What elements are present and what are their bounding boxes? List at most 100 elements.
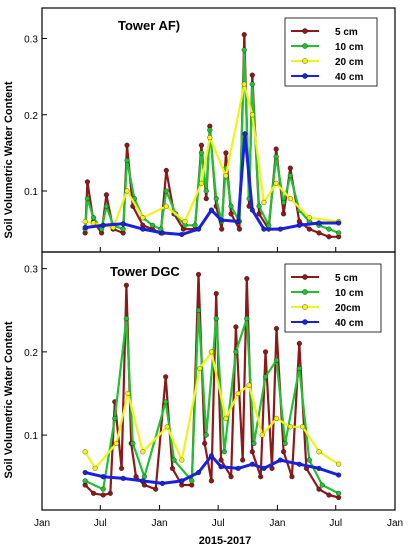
legend-label-10cm: 10 cm <box>335 42 363 53</box>
data-point-10cm <box>198 150 204 156</box>
data-point-20cm <box>179 457 185 463</box>
data-point-40cm <box>195 226 202 232</box>
data-point-10cm <box>319 482 325 488</box>
data-point-10cm <box>273 154 279 160</box>
legend-marker-20cm <box>302 304 308 310</box>
data-point-5cm <box>208 478 214 484</box>
y-tick-label: 0.3 <box>24 35 38 46</box>
data-point-5cm <box>306 226 312 232</box>
legend-box <box>284 17 378 87</box>
legend-label-5cm: 5 cm <box>335 273 358 284</box>
data-point-5cm <box>223 150 229 156</box>
data-point-10cm <box>244 316 250 322</box>
data-point-40cm <box>242 131 248 137</box>
data-point-10cm <box>221 449 227 455</box>
data-point-5cm <box>289 474 295 480</box>
data-point-5cm <box>296 340 302 347</box>
data-point-5cm <box>123 282 129 288</box>
data-point-20cm <box>273 415 280 422</box>
data-point-40cm <box>316 220 322 226</box>
data-point-5cm <box>107 490 113 496</box>
data-point-10cm <box>192 222 198 228</box>
data-point-5cm <box>119 465 125 471</box>
data-point-10cm <box>103 203 109 209</box>
data-point-10cm <box>195 307 202 313</box>
data-point-40cm <box>140 478 146 484</box>
data-point-5cm <box>218 457 224 463</box>
data-point-5cm <box>228 211 234 217</box>
data-point-20cm <box>163 203 169 209</box>
data-point-5cm <box>202 440 208 446</box>
data-point-20cm <box>124 188 130 194</box>
x-tick-label: Jan <box>151 518 167 529</box>
data-point-10cm <box>296 365 302 372</box>
data-point-10cm <box>273 357 280 363</box>
data-point-10cm <box>163 399 169 405</box>
legend-label-5cm: 5 cm <box>335 27 358 38</box>
y-tick-label: 0.1 <box>24 431 38 442</box>
data-point-20cm <box>164 424 170 430</box>
data-point-5cm <box>169 465 175 471</box>
data-point-10cm <box>149 222 156 228</box>
data-point-40cm <box>277 226 283 232</box>
data-point-5cm <box>281 449 287 455</box>
data-point-10cm <box>262 374 269 380</box>
data-point-40cm <box>100 474 106 480</box>
data-point-20cm <box>207 135 213 141</box>
data-point-5cm <box>124 142 130 148</box>
y-tick-label: 0.1 <box>24 187 38 198</box>
data-point-5cm <box>249 72 255 78</box>
data-point-5cm <box>316 486 322 492</box>
data-point-40cm <box>316 465 322 471</box>
data-point-5cm <box>203 196 209 202</box>
data-point-40cm <box>140 226 146 232</box>
data-point-5cm <box>103 192 109 198</box>
data-point-5cm <box>219 226 225 232</box>
data-point-5cm <box>287 165 293 171</box>
data-point-20cm <box>92 465 98 471</box>
data-point-40cm <box>208 207 214 213</box>
data-point-5cm <box>84 179 90 185</box>
data-point-5cm <box>281 211 287 217</box>
data-point-20cm <box>125 390 131 397</box>
data-point-5cm <box>198 142 204 148</box>
data-point-40cm <box>120 475 126 481</box>
data-point-5cm <box>258 474 264 480</box>
data-point-20cm <box>140 449 146 455</box>
legend: 5 cm 10 cm 20 cm 40 cm <box>284 17 378 87</box>
data-point-10cm <box>203 188 209 194</box>
data-point-10cm <box>123 316 129 322</box>
data-point-10cm <box>282 440 288 446</box>
legend-marker-10cm <box>302 289 308 295</box>
series-line-5cm <box>84 273 339 499</box>
legend-marker-20cm <box>302 58 308 64</box>
y-tick-label: 0.2 <box>24 348 38 359</box>
data-point-20cm <box>90 220 97 226</box>
data-point-20cm <box>82 218 88 225</box>
data-point-5cm <box>273 326 280 332</box>
data-point-10cm <box>90 215 97 221</box>
data-point-20cm <box>235 390 241 397</box>
legend-label-20cm: 20 cm <box>335 57 363 68</box>
data-point-10cm <box>84 196 90 202</box>
legend-marker-5cm <box>302 274 308 280</box>
data-point-20cm <box>223 415 229 422</box>
x-tick-label: Jul <box>94 518 107 529</box>
data-point-5cm <box>233 324 239 330</box>
data-point-10cm <box>213 196 219 202</box>
data-point-10cm <box>171 457 177 463</box>
data-point-10cm <box>256 203 262 209</box>
data-point-10cm <box>163 188 169 194</box>
data-point-20cm <box>197 365 203 372</box>
data-point-5cm <box>195 271 202 278</box>
x-tick-label: Jan <box>387 518 403 529</box>
data-point-10cm <box>233 349 239 355</box>
data-point-10cm <box>130 440 136 446</box>
data-point-40cm <box>261 465 267 471</box>
data-point-40cm <box>296 222 302 228</box>
data-point-20cm <box>182 218 188 225</box>
data-point-10cm <box>100 486 106 492</box>
data-point-20cm <box>198 180 204 186</box>
series-line-40cm <box>84 454 340 485</box>
data-point-40cm <box>218 464 224 470</box>
